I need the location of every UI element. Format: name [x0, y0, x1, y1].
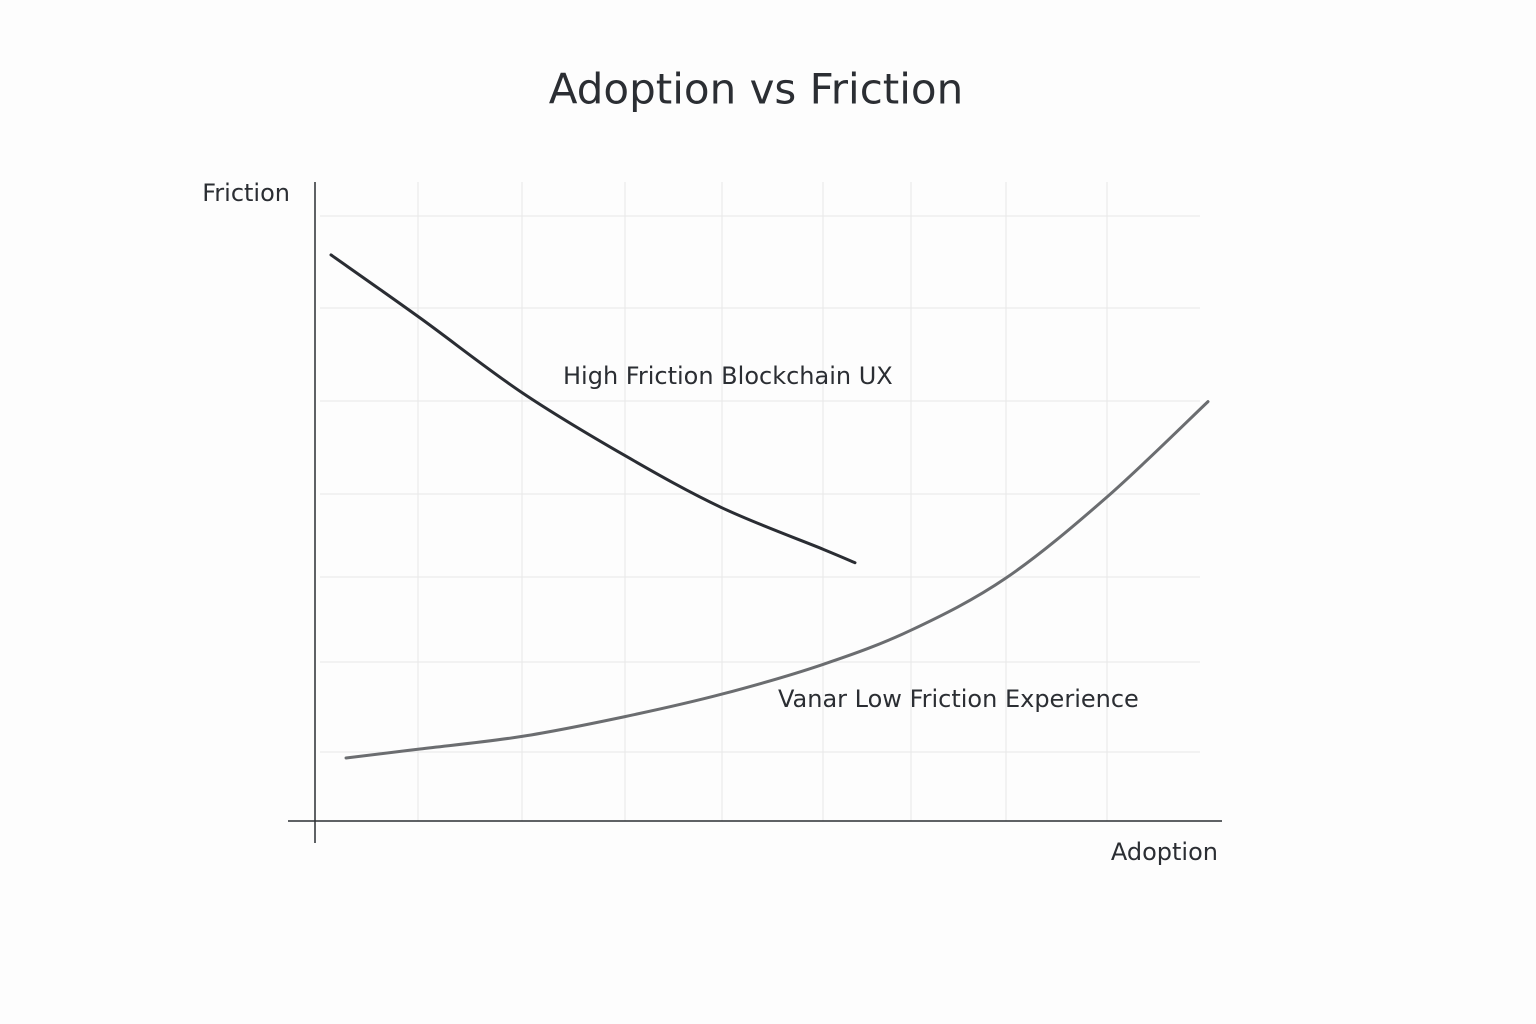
line: [329, 253, 857, 565]
annotation: High Friction Blockchain UX: [563, 362, 893, 390]
line: [344, 400, 1210, 760]
annotation: Vanar Low Friction Experience: [778, 685, 1139, 713]
grid: [320, 182, 1200, 821]
chart-title: Adoption vs Friction: [549, 65, 963, 114]
y-axis-label: Friction: [202, 179, 290, 207]
x-axis-label: Adoption: [1111, 838, 1218, 866]
